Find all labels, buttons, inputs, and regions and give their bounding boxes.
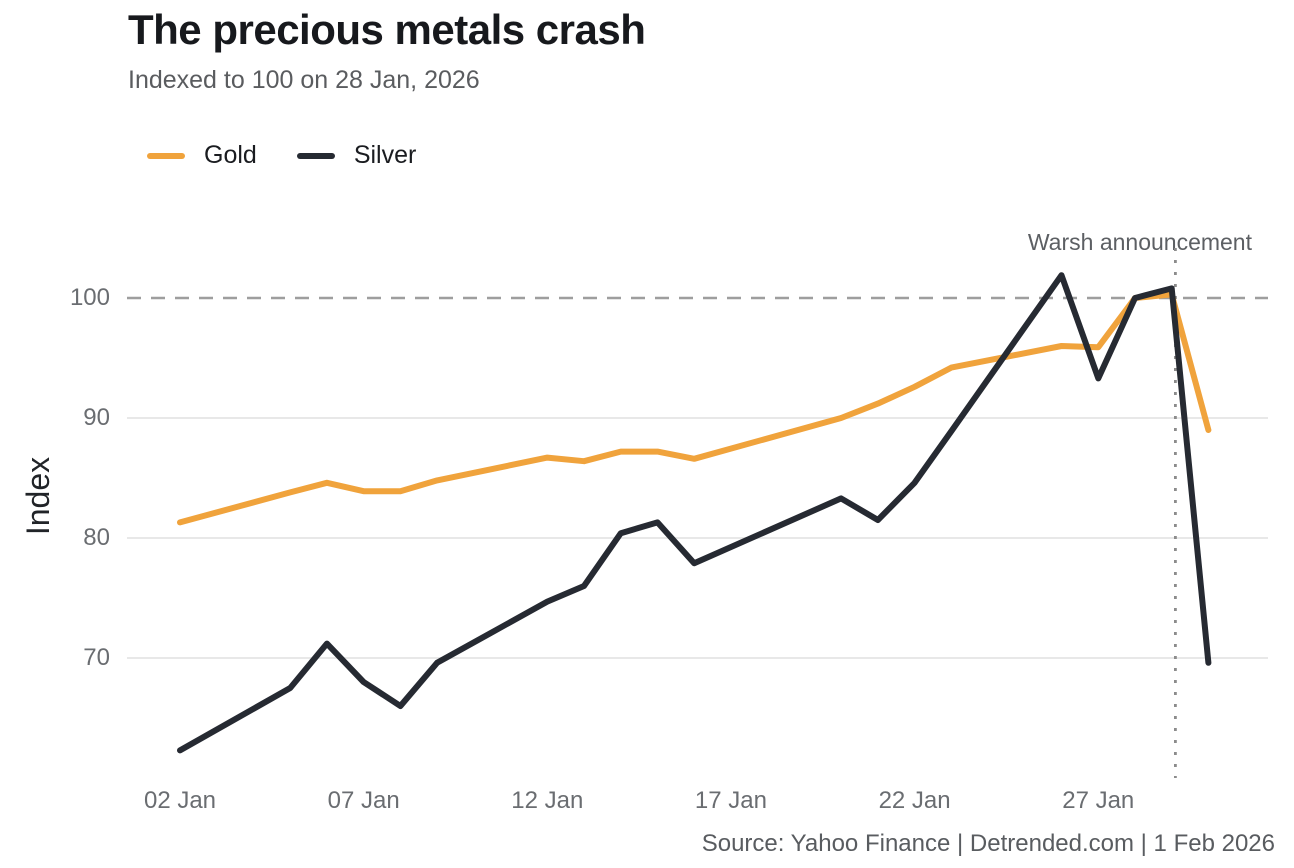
chart-title: The precious metals crash bbox=[128, 6, 646, 53]
y-tick-90: 90 bbox=[83, 404, 110, 431]
x-tick-12-jan: 12 Jan bbox=[511, 787, 584, 814]
annotation-label: Warsh announcement bbox=[1027, 229, 1252, 255]
legend-swatch-silver bbox=[296, 152, 335, 159]
x-tick-07-jan: 07 Jan bbox=[327, 787, 400, 814]
legend-label-gold: Gold bbox=[204, 141, 257, 169]
y-tick-80: 80 bbox=[83, 524, 110, 551]
x-tick-22-jan: 22 Jan bbox=[878, 787, 951, 814]
series-line-gold bbox=[177, 291, 1212, 526]
y-tick-70: 70 bbox=[83, 644, 110, 671]
legend-swatch-gold bbox=[147, 152, 185, 159]
chart-subtitle: Indexed to 100 on 28 Jan, 2026 bbox=[128, 66, 480, 94]
y-tick-100: 100 bbox=[69, 284, 110, 311]
x-tick-02-jan: 02 Jan bbox=[143, 787, 217, 814]
legend-label-silver: Silver bbox=[353, 141, 417, 169]
legend: Gold Silver bbox=[147, 141, 456, 170]
source-note: Source: Yahoo Finance | Detrended.com | … bbox=[701, 830, 1275, 857]
x-tick-17-jan: 17 Jan bbox=[694, 787, 767, 814]
series-line-silver bbox=[177, 272, 1212, 754]
x-tick-27-jan: 27 Jan bbox=[1062, 787, 1135, 814]
